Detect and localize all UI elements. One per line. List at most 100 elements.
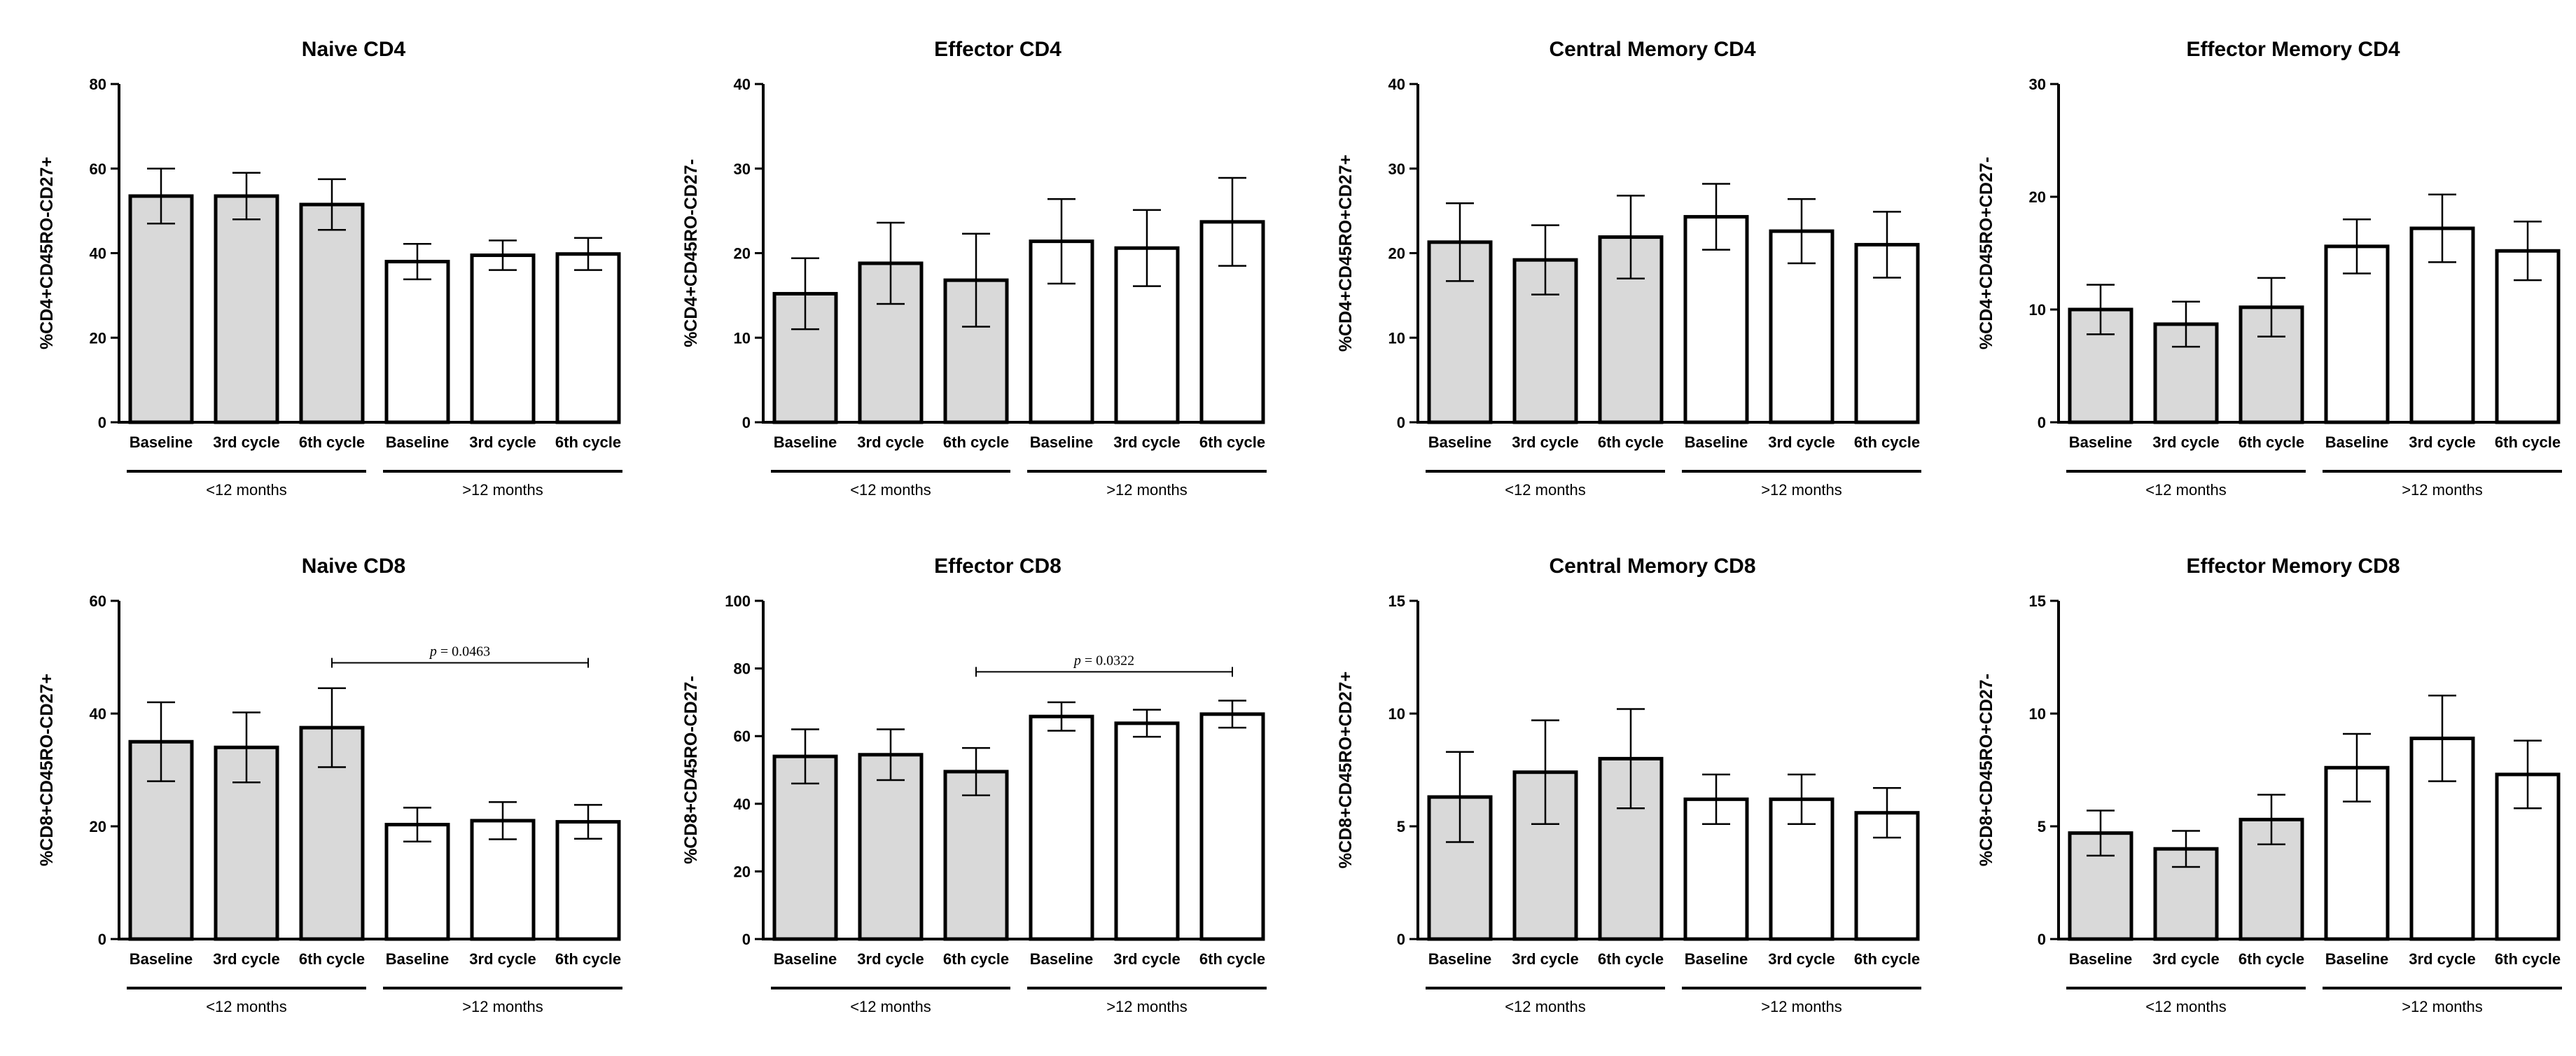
bar <box>1029 239 1094 424</box>
x-tick-label: 6th cycle <box>299 950 365 968</box>
chart-title: Effector CD4 <box>934 38 1061 61</box>
bar <box>555 252 621 424</box>
y-tick-label: 30 <box>734 160 751 178</box>
group-label: <12 months <box>2145 998 2227 1015</box>
y-tick-label: 80 <box>90 76 106 93</box>
x-tick-label: Baseline <box>386 433 450 451</box>
x-tick-label: Baseline <box>1030 950 1094 968</box>
y-tick-label: 30 <box>1388 160 1405 178</box>
x-tick-label: Baseline <box>1428 433 1492 451</box>
x-tick-label: 3rd cycle <box>1512 433 1578 451</box>
y-tick-label: 0 <box>2038 414 2046 431</box>
bar <box>2409 226 2475 424</box>
y-tick-label: 0 <box>98 931 106 948</box>
x-tick-label: Baseline <box>1030 433 1094 451</box>
y-tick-label: 40 <box>734 76 751 93</box>
y-tick-label: 40 <box>734 796 751 813</box>
x-tick-label: 3rd cycle <box>2152 433 2219 451</box>
x-tick-label: Baseline <box>130 950 193 968</box>
y-tick-label: 10 <box>2029 705 2046 723</box>
y-tick-label: 0 <box>1397 414 1405 431</box>
group-label: <12 months <box>1505 481 1586 499</box>
x-tick-label: 6th cycle <box>1598 950 1664 968</box>
bar <box>299 202 365 424</box>
x-tick-label: 6th cycle <box>555 950 621 968</box>
y-tick-label: 10 <box>2029 301 2046 319</box>
y-axis-label: %CD8+CD45RO+CD27- <box>1977 674 1996 866</box>
group-label: <12 months <box>850 998 931 1015</box>
x-tick-label: 6th cycle <box>1854 433 1920 451</box>
bar <box>943 770 1009 941</box>
y-tick-label: 15 <box>1388 592 1405 610</box>
x-tick-label: 3rd cycle <box>2152 950 2219 968</box>
x-tick-label: Baseline <box>2325 950 2389 968</box>
x-tick-label: 6th cycle <box>2495 433 2561 451</box>
y-axis-label: %CD4+CD45RO-CD27+ <box>37 157 57 349</box>
group-label: >12 months <box>462 998 543 1015</box>
y-tick-label: 20 <box>734 245 751 263</box>
bar <box>2324 244 2390 424</box>
x-tick-label: 6th cycle <box>1598 433 1664 451</box>
y-tick-label: 60 <box>90 592 106 610</box>
bar <box>384 823 450 941</box>
x-tick-label: Baseline <box>1685 950 1748 968</box>
y-tick-label: 10 <box>734 329 751 347</box>
chart-panel: Central Memory CD8 %CD8+CD45RO+CD27+ 0 5 10 1… <box>1336 555 1921 1015</box>
chart-title: Naive CD4 <box>302 38 406 61</box>
x-tick-label: Baseline <box>774 433 837 451</box>
bar <box>2153 322 2219 424</box>
group-label: <12 months <box>850 481 931 499</box>
x-tick-label: 6th cycle <box>299 433 365 451</box>
group-label: >12 months <box>1761 998 1842 1015</box>
y-tick-label: 0 <box>2038 931 2046 948</box>
bar <box>128 194 194 424</box>
x-tick-label: 3rd cycle <box>1768 950 1834 968</box>
y-tick-label: 20 <box>734 863 751 880</box>
x-tick-label: 3rd cycle <box>469 433 536 451</box>
y-axis-label: %CD8+CD45RO-CD27- <box>681 676 701 864</box>
y-tick-label: 0 <box>742 931 751 948</box>
chart-panel: Effector CD4 %CD4+CD45RO-CD27- 0 10 20 30 40 Ba… <box>681 38 1267 499</box>
x-tick-label: Baseline <box>130 433 193 451</box>
x-tick-label: Baseline <box>386 950 450 968</box>
x-tick-label: Baseline <box>2069 433 2133 451</box>
y-tick-label: 40 <box>90 245 106 263</box>
bar <box>858 753 924 941</box>
bar <box>470 819 536 941</box>
bar <box>772 754 838 941</box>
x-tick-label: 3rd cycle <box>469 950 536 968</box>
group-label: <12 months <box>206 481 287 499</box>
y-tick-label: 0 <box>742 414 751 431</box>
x-tick-label: 3rd cycle <box>2409 950 2475 968</box>
x-tick-label: 3rd cycle <box>857 433 924 451</box>
y-tick-label: 10 <box>1388 705 1405 723</box>
chart-panel: Effector Memory CD8 %CD8+CD45RO+CD27- 0 5 10… <box>1977 555 2562 1015</box>
p-value-label: p = 0.0322 <box>1073 653 1134 668</box>
chart-title: Effector Memory CD8 <box>2186 555 2400 578</box>
y-tick-label: 80 <box>734 660 751 678</box>
x-tick-label: 3rd cycle <box>1768 433 1834 451</box>
x-tick-label: Baseline <box>1685 433 1748 451</box>
x-tick-label: 3rd cycle <box>213 950 279 968</box>
x-tick-label: 3rd cycle <box>1512 950 1578 968</box>
x-tick-label: 6th cycle <box>2239 950 2304 968</box>
chart-title: Naive CD8 <box>302 555 405 578</box>
group-label: >12 months <box>1761 481 1842 499</box>
chart-title: Central Memory CD8 <box>1549 555 1755 578</box>
bar <box>1512 258 1578 424</box>
p-value-label: p = 0.0463 <box>429 644 490 660</box>
y-axis-label: %CD4+CD45RO+CD27+ <box>1336 155 1356 352</box>
x-tick-label: 6th cycle <box>2239 433 2304 451</box>
y-tick-label: 20 <box>2029 188 2046 206</box>
y-tick-label: 0 <box>1397 931 1405 948</box>
x-tick-label: 6th cycle <box>1854 950 1920 968</box>
y-tick-label: 10 <box>1388 329 1405 347</box>
y-axis-label: %CD4+CD45RO-CD27- <box>681 159 701 347</box>
bar <box>214 194 279 424</box>
y-tick-label: 40 <box>90 705 106 723</box>
y-axis-label: %CD4+CD45RO+CD27- <box>1977 157 1996 349</box>
y-tick-label: 20 <box>90 818 106 835</box>
group-label: <12 months <box>206 998 287 1015</box>
chart-title: Effector CD8 <box>934 555 1061 578</box>
x-tick-label: 3rd cycle <box>2409 433 2475 451</box>
